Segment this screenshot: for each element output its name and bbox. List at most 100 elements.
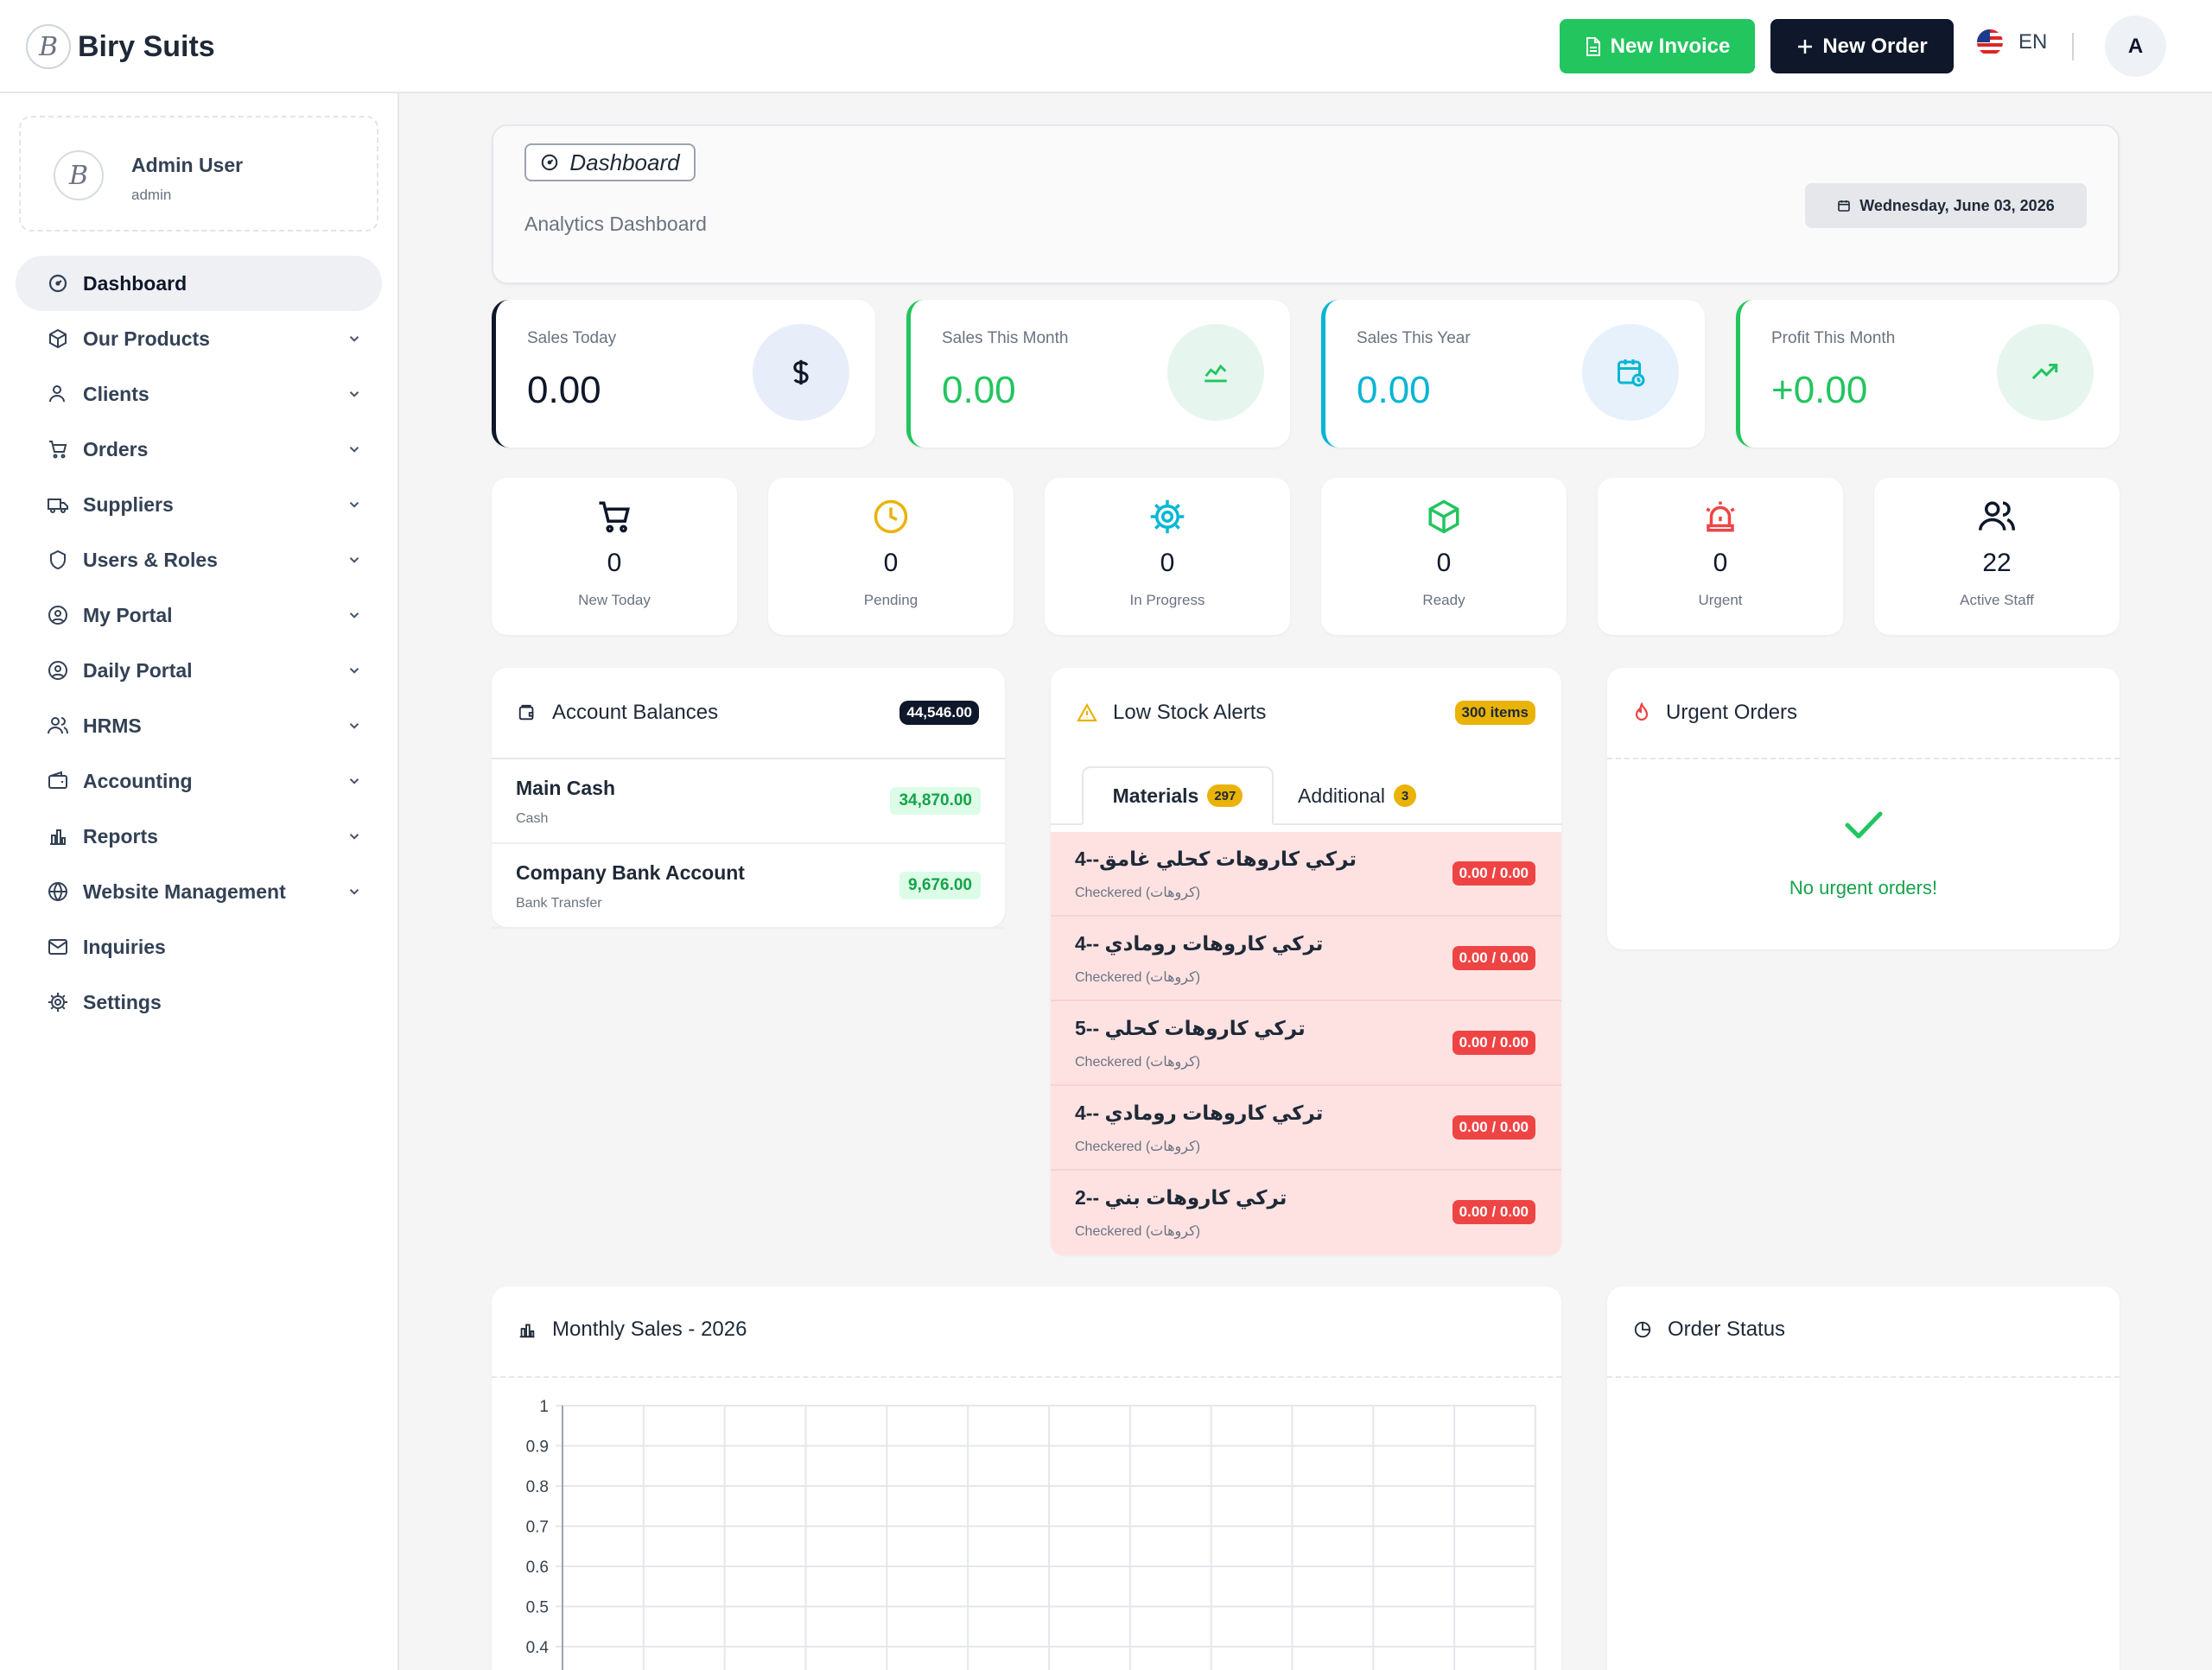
stock-item-category: Checkered (كروهات) — [1075, 1055, 1201, 1070]
us-flag-icon — [1977, 29, 2003, 55]
language-switcher[interactable]: EN — [1977, 29, 2047, 55]
stat-card-sales-this-year: Sales This Year 0.00 — [1321, 300, 1705, 448]
nav-icon-wrap — [47, 936, 69, 958]
chevron-down-icon — [346, 883, 363, 900]
users-icon — [48, 715, 68, 736]
user-icon — [48, 384, 68, 404]
order-status-header: Order Status — [1633, 1318, 1785, 1342]
nav-icon-wrap — [47, 604, 69, 626]
sidebar-item-inquiries[interactable]: Inquiries — [16, 919, 382, 975]
monthly-sales-chart: 1 0.9 0.8 0.7 0.6 0.5 0.4 — [526, 1398, 1536, 1670]
divider — [1607, 1376, 2120, 1378]
account-balances-card: Account Balances 44,546.00 Main Cash Cash… — [492, 668, 1005, 929]
monthly-sales-card: Monthly Sales - 2026 1 0.9 0.8 0.7 0.6 0.5 0.4 — [492, 1286, 1561, 1670]
nav-icon-wrap — [47, 438, 69, 460]
sidebar-item-label: Inquiries — [83, 935, 166, 958]
pie-chart-icon — [1634, 1321, 1651, 1338]
sidebar-item-accounting[interactable]: Accounting — [16, 753, 382, 809]
globe-icon — [48, 881, 68, 902]
sidebar-item-label: Dashboard — [83, 271, 188, 295]
sidebar-item-reports[interactable]: Reports — [16, 809, 382, 864]
account-row[interactable]: Company Bank Account Bank Transfer 9,676.0… — [492, 844, 1005, 929]
chevron-down-icon — [346, 828, 363, 845]
chart-y-tick-label: 0.8 — [526, 1478, 549, 1496]
mini-stat-value: 0 — [883, 549, 899, 577]
cart-icon — [48, 439, 68, 460]
gear-icon — [48, 992, 68, 1013]
siren-icon — [1702, 498, 1738, 535]
stat-value: 0.00 — [527, 369, 601, 411]
sidebar-item-dashboard[interactable]: Dashboard — [16, 256, 382, 311]
stat-title: Profit This Month — [1771, 329, 1896, 347]
stat-card-sales-this-month: Sales This Month 0.00 — [906, 300, 1290, 448]
chevron-down-icon — [346, 606, 363, 624]
user-name: Admin User — [131, 154, 244, 176]
chart-y-tick-label: 0.9 — [526, 1438, 549, 1457]
chart-y-tick-label: 0.7 — [526, 1519, 549, 1537]
tab-materials[interactable]: Materials 297 — [1082, 766, 1274, 825]
sidebar-item-our-products[interactable]: Our Products — [16, 311, 382, 366]
dashboard-icon — [48, 273, 68, 294]
sidebar-item-label: Clients — [83, 382, 149, 405]
nav-icon-wrap — [47, 549, 69, 571]
sidebar-item-settings[interactable]: Settings — [16, 975, 382, 1030]
user-avatar-button[interactable]: A — [2105, 16, 2166, 77]
mini-stat-label: Urgent — [1698, 592, 1743, 608]
mini-stat-new-today: 0 New Today — [492, 478, 737, 635]
mini-stat-value: 0 — [607, 549, 622, 577]
wallet-icon — [48, 771, 68, 791]
sidebar-item-hrms[interactable]: HRMS — [16, 698, 382, 753]
sidebar-item-label: Accounting — [83, 769, 193, 792]
stock-item-category: Checkered (كروهات) — [1075, 886, 1201, 900]
chevron-down-icon — [346, 385, 363, 403]
urgent-orders-header: Urgent Orders — [1633, 701, 1797, 725]
chevron-down-icon — [346, 551, 363, 568]
divider — [492, 1376, 1561, 1378]
user-circle-icon — [48, 660, 68, 681]
trending-up-icon — [2031, 358, 2060, 387]
tab-materials-label: Materials — [1112, 784, 1199, 807]
account-row[interactable]: Main Cash Cash 34,870.00 — [492, 759, 1005, 844]
sidebar-item-suppliers[interactable]: Suppliers — [16, 477, 382, 532]
tab-additional[interactable]: Additional 3 — [1298, 766, 1417, 825]
tab-materials-count: 297 — [1207, 784, 1243, 807]
low-stock-row[interactable]: تركي كاروهات بني --2 Checkered (كروهات) 0.… — [1051, 1171, 1561, 1255]
stock-qty-badge: 0.00 / 0.00 — [1452, 861, 1535, 886]
mini-stat-value: 0 — [1713, 549, 1728, 577]
fire-icon — [1635, 702, 1649, 721]
stock-item-name: تركي كاروهات بني --2 — [1075, 1186, 1287, 1209]
calendar-clock-icon — [1615, 357, 1646, 388]
low-stock-row[interactable]: تركي كاروهات كحلي غامق--4 Checkered (كروه… — [1051, 832, 1561, 917]
sidebar-item-clients[interactable]: Clients — [16, 366, 382, 422]
mini-stat-label: New Today — [578, 592, 651, 608]
user-card[interactable]: B Admin User admin — [19, 116, 378, 232]
low-stock-row[interactable]: تركي كاروهات رومادي --4 Checkered (كروهات… — [1051, 917, 1561, 1001]
account-amount: 9,676.00 — [899, 872, 981, 899]
sidebar-item-label: Reports — [83, 824, 158, 848]
brand[interactable]: B Biry Suits — [26, 22, 215, 71]
sidebar-item-users-roles[interactable]: Users & Roles — [16, 532, 382, 587]
sidebar-item-daily-portal[interactable]: Daily Portal — [16, 643, 382, 698]
mini-stat-ready: 0 Ready — [1321, 478, 1567, 635]
mini-stat-in-progress: 0 In Progress — [1045, 478, 1290, 635]
new-invoice-button[interactable]: New Invoice — [1560, 19, 1755, 73]
low-stock-count-badge: 300 items — [1454, 701, 1535, 725]
stat-value: 0.00 — [1357, 369, 1431, 411]
mini-icon-wrap — [1045, 498, 1290, 535]
gear-icon — [1149, 498, 1185, 535]
dashboard-badge: Dashboard — [524, 143, 696, 181]
low-stock-row[interactable]: تركي كاروهات كحلي --5 Checkered (كروهات) 0… — [1051, 1001, 1561, 1086]
page-subtitle: Analytics Dashboard — [524, 213, 707, 235]
date-text: Wednesday, June 03, 2026 — [1859, 196, 2055, 214]
new-order-button[interactable]: New Order — [1770, 19, 1954, 73]
chart-y-tick-label: 0.4 — [526, 1639, 550, 1657]
stock-item-category: Checkered (كروهات) — [1075, 970, 1201, 985]
urgent-orders-title: Urgent Orders — [1666, 701, 1798, 724]
sidebar-item-orders[interactable]: Orders — [16, 422, 382, 477]
no-urgent-text: No urgent orders! — [1789, 877, 1938, 898]
low-stock-row[interactable]: تركي كاروهات رومادي --4 Checkered (كروهات… — [1051, 1086, 1561, 1171]
sidebar-item-website-management[interactable]: Website Management — [16, 864, 382, 919]
sidebar-item-my-portal[interactable]: My Portal — [16, 587, 382, 643]
order-status-title: Order Status — [1668, 1318, 1786, 1341]
chart-y-tick-label: 0.6 — [526, 1559, 549, 1577]
